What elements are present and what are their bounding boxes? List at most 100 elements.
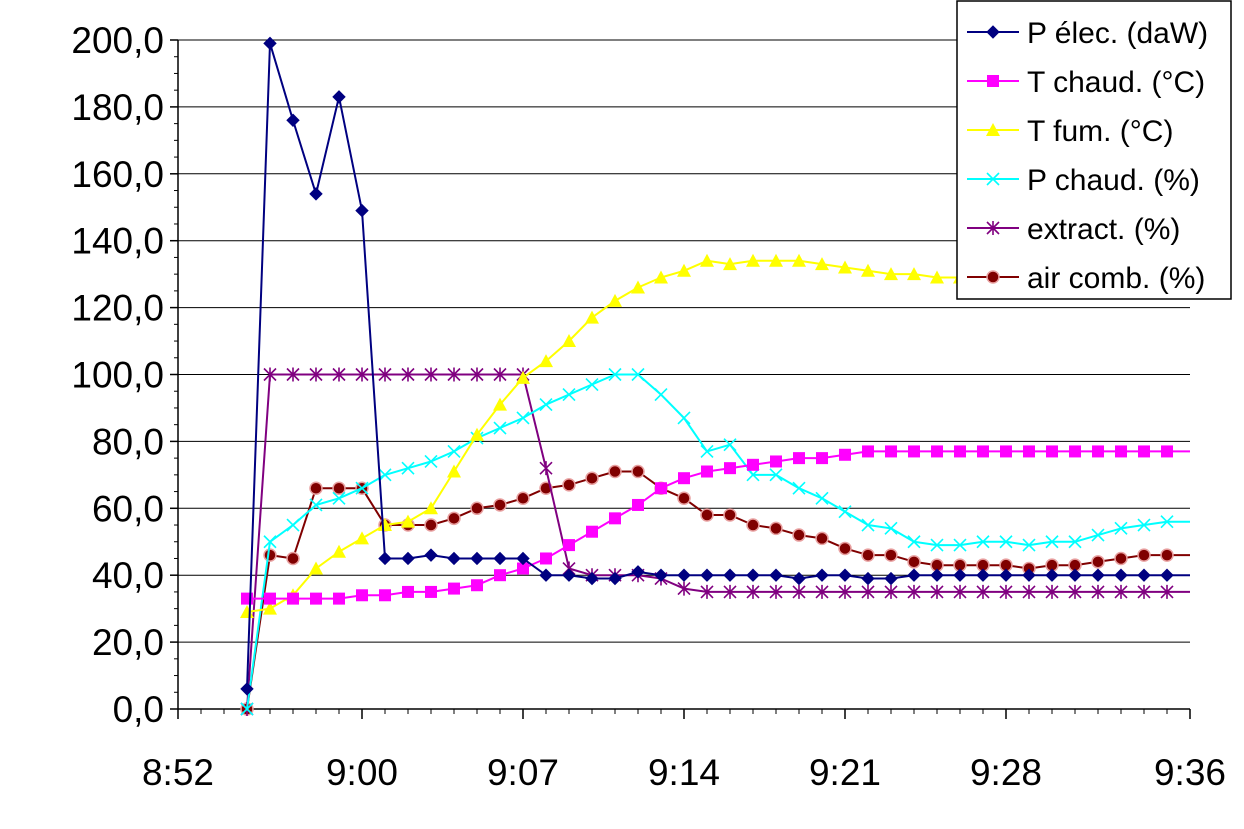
- data-point: [678, 472, 690, 485]
- data-point: [286, 113, 300, 127]
- data-point: [1068, 584, 1082, 599]
- data-point: [986, 123, 1000, 136]
- data-point: [424, 518, 438, 532]
- data-point: [953, 568, 967, 582]
- data-point: [585, 571, 599, 586]
- data-point: [401, 514, 415, 528]
- data-point: [1046, 445, 1058, 458]
- data-point: [448, 582, 460, 595]
- data-point: [356, 589, 368, 602]
- y-tick-label: 200,0: [71, 20, 164, 61]
- data-point: [953, 538, 967, 552]
- data-point: [769, 568, 783, 582]
- legend: P élec. (daW) T chaud. (°C) T fum. (°C) P c…: [956, 0, 1232, 300]
- data-point: [609, 512, 621, 525]
- data-point: [493, 367, 507, 382]
- data-point: [1069, 445, 1081, 458]
- data-point: [1114, 551, 1128, 566]
- data-point: [677, 263, 691, 277]
- data-point: [769, 468, 783, 482]
- data-point: [424, 548, 438, 562]
- data-point: [1137, 548, 1151, 562]
- legend-box: [956, 0, 1232, 300]
- data-point: [723, 568, 737, 582]
- data-point: [286, 551, 300, 566]
- data-point: [539, 461, 553, 476]
- data-point: [539, 354, 553, 368]
- data-point: [861, 571, 875, 586]
- data-point: [263, 548, 277, 562]
- data-point: [355, 481, 369, 495]
- data-point: [999, 535, 1013, 549]
- data-point: [378, 468, 392, 482]
- data-point: [608, 464, 622, 479]
- data-point: [517, 562, 529, 575]
- legend-label: P chaud. (%): [1027, 164, 1200, 197]
- data-point: [1045, 584, 1059, 599]
- data-point: [839, 448, 851, 461]
- y-tick-label: 80,0: [92, 421, 164, 462]
- data-point: [907, 267, 921, 281]
- data-point: [792, 584, 806, 599]
- data-point: [954, 445, 966, 458]
- series-line: [246, 373, 1190, 710]
- data-point: [332, 491, 346, 505]
- data-point: [309, 367, 323, 382]
- data-point: [378, 551, 392, 566]
- data-point: [424, 367, 438, 382]
- data-point: [977, 445, 989, 458]
- data-point: [516, 551, 530, 566]
- data-point: [723, 584, 737, 599]
- data-point: [493, 551, 507, 566]
- data-point: [310, 592, 322, 605]
- data-point: [861, 584, 875, 599]
- data-point: [287, 592, 299, 605]
- data-point: [539, 398, 553, 412]
- data-point: [631, 464, 645, 479]
- data-point: [884, 571, 898, 586]
- data-point: [816, 452, 828, 465]
- y-tick-labels: 0,0 20,0 40,0 60,0 80,0 100,0 120,0 140,0 160,0 1…: [71, 20, 164, 730]
- data-point: [862, 445, 874, 458]
- data-point: [494, 569, 506, 582]
- data-point: [861, 548, 875, 562]
- data-point: [401, 367, 415, 382]
- data-point: [746, 253, 760, 267]
- data-point: [585, 377, 599, 392]
- legend-item: P chaud. (%): [967, 164, 1200, 197]
- data-point: [263, 367, 277, 382]
- data-point: [309, 187, 323, 201]
- data-point: [907, 535, 921, 549]
- data-point: [747, 458, 759, 471]
- data-point: [539, 568, 553, 582]
- data-point: [631, 367, 645, 382]
- data-point: [815, 531, 829, 546]
- data-point: [378, 367, 392, 382]
- legend-label: extract. (%): [1027, 213, 1180, 246]
- data-point: [884, 521, 898, 535]
- data-point: [677, 581, 691, 596]
- data-point: [309, 481, 323, 495]
- data-point: [332, 481, 346, 495]
- y-tick-label: 160,0: [71, 154, 164, 195]
- data-point: [1045, 535, 1059, 549]
- data-point: [792, 481, 806, 495]
- data-point: [908, 445, 920, 458]
- legend-label: air comb. (%): [1027, 262, 1205, 295]
- data-point: [1091, 584, 1105, 599]
- x-tick-label: 9:14: [648, 752, 720, 793]
- data-point: [355, 367, 369, 382]
- data-point: [332, 367, 346, 382]
- y-tick-label: 40,0: [92, 555, 164, 596]
- data-point: [470, 367, 484, 382]
- data-point: [677, 568, 691, 582]
- data-point: [563, 539, 575, 552]
- data-point: [562, 478, 576, 492]
- data-point: [286, 518, 300, 532]
- legend-item: P élec. (daW): [967, 17, 1208, 50]
- data-point: [986, 25, 1000, 39]
- data-point: [976, 535, 990, 549]
- data-point: [700, 568, 714, 582]
- series-p-lec-daw: [240, 36, 1190, 696]
